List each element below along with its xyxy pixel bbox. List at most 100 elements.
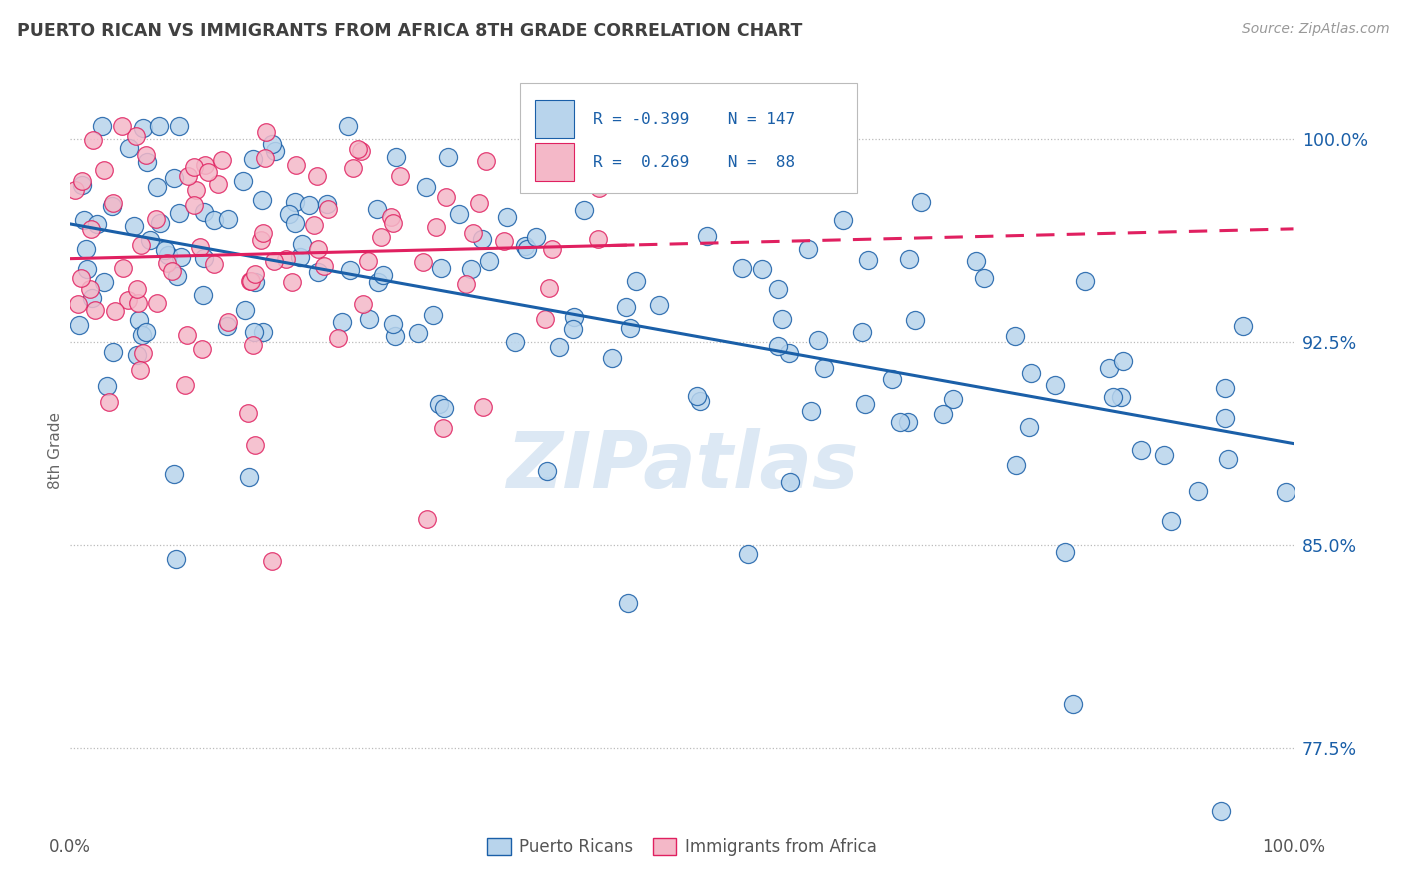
Point [572,203,595,218]
Point [93,163,115,178]
Point [75,242,97,256]
Point [217,314,239,328]
Point [63,183,86,197]
Point [256,125,278,139]
Point [167,205,190,219]
Point [1160,514,1182,528]
Point [202,257,225,271]
Point [67,297,90,311]
Point [72,178,94,193]
Point [217,318,239,333]
Point [534,312,557,326]
Point [98,395,121,409]
Point [973,271,995,285]
Point [127,348,149,362]
Point [135,147,157,161]
Point [176,328,198,343]
FancyBboxPatch shape [536,144,574,181]
Point [131,328,153,343]
Point [243,325,266,339]
Point [447,207,470,221]
Point [433,401,456,415]
Point [537,281,560,295]
Point [352,297,374,311]
Point [217,212,239,227]
Point [357,312,380,326]
Point [128,313,150,327]
Point [252,226,274,240]
Point [454,277,477,291]
Point [243,438,266,452]
Point [166,268,188,283]
Point [382,317,405,331]
Point [382,216,405,230]
Point [800,404,823,418]
Point [284,158,307,172]
Point [232,173,254,187]
Legend: Puerto Ricans, Immigrants from Africa: Puerto Ricans, Immigrants from Africa [481,831,883,863]
Point [125,129,148,144]
Point [242,152,264,166]
Point [197,165,219,179]
Point [696,228,718,243]
Point [326,331,349,345]
Point [766,282,789,296]
Point [1004,329,1026,343]
Point [513,238,536,252]
Point [103,196,125,211]
Point [342,161,364,176]
Point [737,547,759,561]
Point [73,213,96,227]
Point [1098,360,1121,375]
Point [412,255,434,269]
Point [307,242,329,256]
Point [1153,448,1175,462]
Point [139,233,162,247]
Point [1019,366,1042,380]
Point [211,153,233,168]
Text: Source: ZipAtlas.com: Source: ZipAtlas.com [1241,22,1389,37]
Point [851,325,873,339]
Point [80,221,103,235]
Point [146,296,169,310]
Point [807,334,830,348]
Point [86,217,108,231]
Point [262,554,284,568]
Point [250,194,273,208]
Text: ZIPatlas: ZIPatlas [506,427,858,504]
Point [548,340,571,354]
Point [540,242,562,256]
Point [79,282,101,296]
Point [380,211,402,225]
Point [191,287,214,301]
Point [284,195,307,210]
Point [965,253,987,268]
Point [686,389,709,403]
Point [290,250,312,264]
Point [132,121,155,136]
Point [586,232,609,246]
Point [471,401,494,415]
Point [897,252,920,266]
Text: R = -0.399    N = 147: R = -0.399 N = 147 [592,112,794,127]
Point [188,240,211,254]
Point [477,254,499,268]
Point [148,119,170,133]
Point [856,253,879,268]
Point [183,160,205,174]
Point [1130,442,1153,457]
Point [931,407,953,421]
Point [316,196,339,211]
Point [238,469,260,483]
Point [779,475,801,489]
Point [202,212,225,227]
Point [524,230,547,244]
Point [468,196,491,211]
Point [291,236,314,251]
Point [263,253,285,268]
Point [254,151,277,165]
Point [434,190,457,204]
Point [132,346,155,360]
Point [169,119,191,133]
Point [385,150,408,164]
